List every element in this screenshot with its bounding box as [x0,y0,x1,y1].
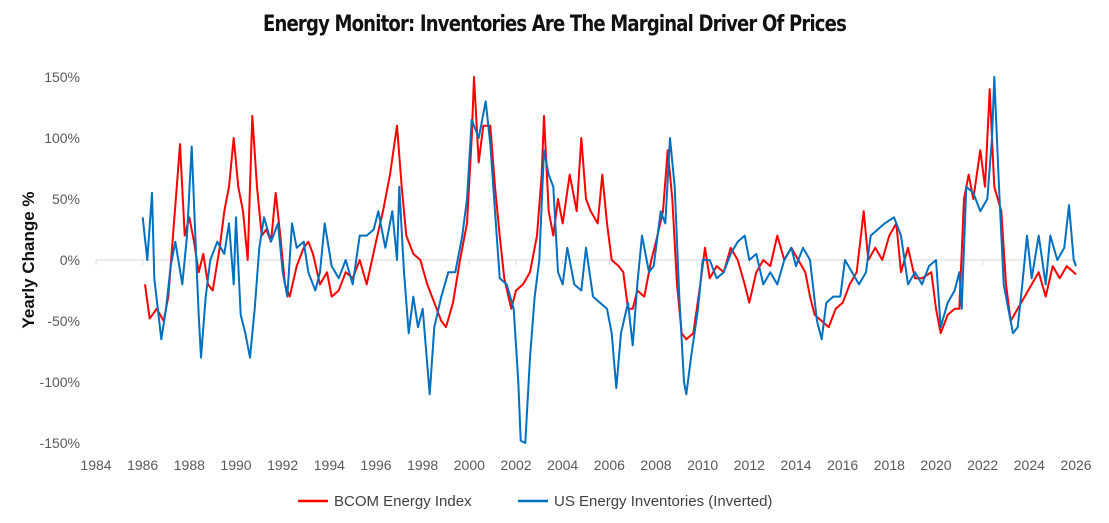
y-tick-label: 0% [60,252,80,268]
series-lines [141,76,1077,444]
x-tick-label: 1986 [127,457,158,473]
y-tick-label: 50% [52,191,80,207]
x-tick-label: 2004 [547,457,578,473]
x-tick-label: 2002 [500,457,531,473]
x-tick-label: 2020 [920,457,951,473]
legend-label: BCOM Energy Index [334,493,472,510]
y-axis-label: Yearly Change % [19,191,38,328]
x-tick-label: 1996 [360,457,391,473]
x-tick-label: 2026 [1060,457,1091,473]
y-tick-label: -50% [47,313,80,329]
legend-label: US Energy Inventories (Inverted) [554,493,772,510]
y-axis-ticks: 150% 100% 50% 0% -50% -100% -150% [40,69,80,451]
x-tick-label: 2006 [594,457,625,473]
x-tick-label: 2016 [827,457,858,473]
x-axis-ticks: 1984 1986 1988 1990 1992 1994 1996 1998 2000 2002… [80,260,1092,473]
x-tick-label: 1994 [314,457,345,473]
x-tick-label: 1988 [174,457,205,473]
x-tick-label: 1992 [267,457,298,473]
x-tick-label: 1984 [80,457,111,473]
x-tick-label: 1998 [407,457,438,473]
chart-title: Energy Monitor: Inventories Are The Marg… [262,12,847,37]
legend-item[interactable]: US Energy Inventories (Inverted) [518,493,772,510]
x-tick-label: 2012 [734,457,765,473]
series-line-bcom-energy-index [144,76,1077,341]
y-tick-label: 150% [44,69,80,85]
x-tick-label: 1990 [220,457,251,473]
legend-item[interactable]: BCOM Energy Index [298,493,472,510]
legend: BCOM Energy Index US Energy Inventories (… [298,493,772,510]
x-tick-label: 2010 [687,457,718,473]
x-tick-label: 2018 [874,457,905,473]
y-tick-label: -100% [40,374,80,390]
y-tick-label: 100% [44,130,80,146]
x-tick-label: 2000 [454,457,485,473]
series-line-us-energy-inventories [141,76,1077,444]
x-tick-label: 2022 [967,457,998,473]
x-tick-label: 2024 [1014,457,1045,473]
x-tick-label: 2014 [780,457,811,473]
y-tick-label: -150% [40,435,80,451]
x-tick-label: 2008 [640,457,671,473]
